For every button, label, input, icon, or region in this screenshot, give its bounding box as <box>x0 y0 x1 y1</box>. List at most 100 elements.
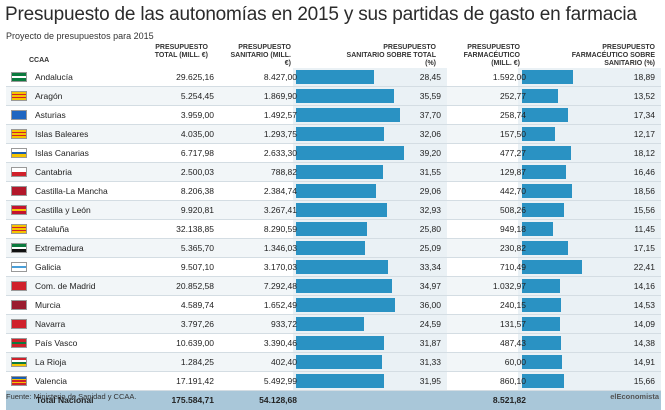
total-row-label: Total Nacional <box>36 395 94 405</box>
region-flag-icon <box>11 224 27 234</box>
health-budget-value: 7.292,48 <box>263 281 297 291</box>
region-flag-icon <box>11 300 27 310</box>
table-row: Islas Baleares 4.035,00 1.293,75 32,06 157,5… <box>6 125 661 144</box>
farmaceutico-pct-bar <box>522 108 569 122</box>
region-name: Castilla-La Mancha <box>35 186 108 196</box>
farmaceutico-pct-bar <box>522 279 560 293</box>
region-name: Aragón <box>35 91 63 101</box>
health-budget-sum: 54.128,68 <box>259 395 297 405</box>
table-row: Castilla y León 9.920,81 3.267,41 32,93 508,… <box>6 201 661 220</box>
region-name: Extremadura <box>35 243 84 253</box>
health-budget-value: 1.293,75 <box>263 129 297 139</box>
sanitario-pct-bar <box>296 355 383 369</box>
pharma-budget-value: 1.592,00 <box>492 72 526 82</box>
table-row: La Rioja 1.284,25 402,40 31,33 60,00 14,91 <box>6 353 661 372</box>
table-row: Navarra 3.797,26 933,72 24,59 131,57 14,09 <box>6 315 661 334</box>
farmaceutico-pct-bar <box>522 298 561 312</box>
region-flag-icon <box>11 357 27 367</box>
brand-logo: elEconomista <box>610 392 659 401</box>
farmaceutico-pct-bar <box>522 70 573 84</box>
pharma-budget-value: 157,50 <box>500 129 526 139</box>
total-budget-value: 17.191,42 <box>176 376 214 386</box>
health-budget-value: 1.652,49 <box>263 300 297 310</box>
total-budget-value: 4.589,74 <box>180 300 214 310</box>
health-pct-label: 33,34 <box>419 262 441 272</box>
header-farmaceutico: PRESUPUESTO FARMACÉUTICO (MILL. €) <box>463 44 520 67</box>
region-flag-icon <box>11 281 27 291</box>
region-flag-icon <box>11 186 27 196</box>
farmaceutico-pct-bar <box>522 184 572 198</box>
health-pct-label: 31,95 <box>419 376 441 386</box>
farmaceutico-pct-bar <box>522 374 564 388</box>
region-flag-icon <box>11 72 27 82</box>
health-budget-value: 2.633,30 <box>263 148 297 158</box>
health-pct-label: 31,33 <box>419 357 441 367</box>
sanitario-pct-bar <box>296 374 384 388</box>
health-budget-value: 1.869,90 <box>263 91 297 101</box>
region-name: País Vasco <box>35 338 78 348</box>
total-budget-value: 3.959,00 <box>180 110 214 120</box>
table-row: Castilla-La Mancha 8.206,38 2.384,74 29,06 4… <box>6 182 661 201</box>
total-budget-value: 1.284,25 <box>180 357 214 367</box>
table-row: Cataluña 32.138,85 8.290,59 25,80 949,18 11,4… <box>6 220 661 239</box>
pharma-budget-value: 240,15 <box>500 300 526 310</box>
region-flag-icon <box>11 91 27 101</box>
pharma-budget-value: 1.032,97 <box>492 281 526 291</box>
farmaceutico-pct-bar <box>522 165 567 179</box>
pharma-pct-label: 12,17 <box>633 129 655 139</box>
farmaceutico-pct-bar <box>522 203 564 217</box>
pharma-budget-value: 710,49 <box>500 262 526 272</box>
region-flag-icon <box>11 110 27 120</box>
farmaceutico-bar-track <box>518 220 661 238</box>
health-budget-value: 5.492,99 <box>263 376 297 386</box>
farmaceutico-pct-bar <box>522 260 582 274</box>
pharma-budget-value: 860,10 <box>500 376 526 386</box>
health-budget-value: 1.492,57 <box>263 110 297 120</box>
table-row: País Vasco 10.639,00 3.390,46 31,87 487,43 14… <box>6 334 661 353</box>
health-budget-value: 8.290,59 <box>263 224 297 234</box>
table-row: Aragón 5.254,45 1.869,90 35,59 252,77 13,52 <box>6 87 661 106</box>
pharma-pct-label: 14,53 <box>633 300 655 310</box>
table-row: Com. de Madrid 20.852,58 7.292,48 34,97 1.03… <box>6 277 661 296</box>
data-table: Andalucía 29.625,16 8.427,00 28,45 1.592,00 1… <box>6 68 661 410</box>
pharma-budget-value: 442,70 <box>500 186 526 196</box>
region-name: Cataluña <box>35 224 70 234</box>
farmaceutico-pct-bar <box>522 127 555 141</box>
health-budget-value: 8.427,00 <box>263 72 297 82</box>
health-pct-label: 25,80 <box>419 224 441 234</box>
sanitario-pct-bar <box>296 89 394 103</box>
region-flag-icon <box>11 262 27 272</box>
total-budget-value: 4.035,00 <box>180 129 214 139</box>
pharma-pct-label: 15,66 <box>633 376 655 386</box>
pharma-budget-value: 60,00 <box>504 357 526 367</box>
region-flag-icon <box>11 148 27 158</box>
table-row: Andalucía 29.625,16 8.427,00 28,45 1.592,00 1… <box>6 68 661 87</box>
table-row: Islas Canarias 6.717,98 2.633,30 39,20 477,2… <box>6 144 661 163</box>
health-pct-label: 35,59 <box>419 91 441 101</box>
total-budget-sum: 175.584,71 <box>171 395 214 405</box>
region-name: Castilla y León <box>35 205 91 215</box>
total-budget-value: 3.797,26 <box>180 319 214 329</box>
farmaceutico-pct-bar <box>522 89 559 103</box>
pharma-pct-label: 22,41 <box>633 262 655 272</box>
health-pct-label: 31,55 <box>419 167 441 177</box>
sanitario-pct-bar <box>296 203 387 217</box>
pharma-pct-label: 18,12 <box>633 148 655 158</box>
farmaceutico-pct-bar <box>522 317 560 331</box>
health-budget-value: 933,72 <box>271 319 297 329</box>
pharma-budget-value: 129,87 <box>500 167 526 177</box>
source-note: Fuente: Ministerio de Sanidad y CCAA. <box>6 392 137 401</box>
chart-subtitle: Proyecto de presupuestos para 2015 <box>6 31 154 41</box>
sanitario-pct-bar <box>296 298 395 312</box>
sanitario-pct-bar <box>296 146 404 160</box>
region-flag-icon <box>11 243 27 253</box>
sanitario-pct-bar <box>296 108 400 122</box>
region-name: Andalucía <box>35 72 73 82</box>
region-name: Murcia <box>35 300 61 310</box>
health-pct-label: 39,20 <box>419 148 441 158</box>
health-pct-label: 28,45 <box>419 72 441 82</box>
region-name: Galicia <box>35 262 61 272</box>
pharma-pct-label: 14,09 <box>633 319 655 329</box>
health-budget-value: 402,40 <box>271 357 297 367</box>
region-name: Islas Canarias <box>35 148 89 158</box>
